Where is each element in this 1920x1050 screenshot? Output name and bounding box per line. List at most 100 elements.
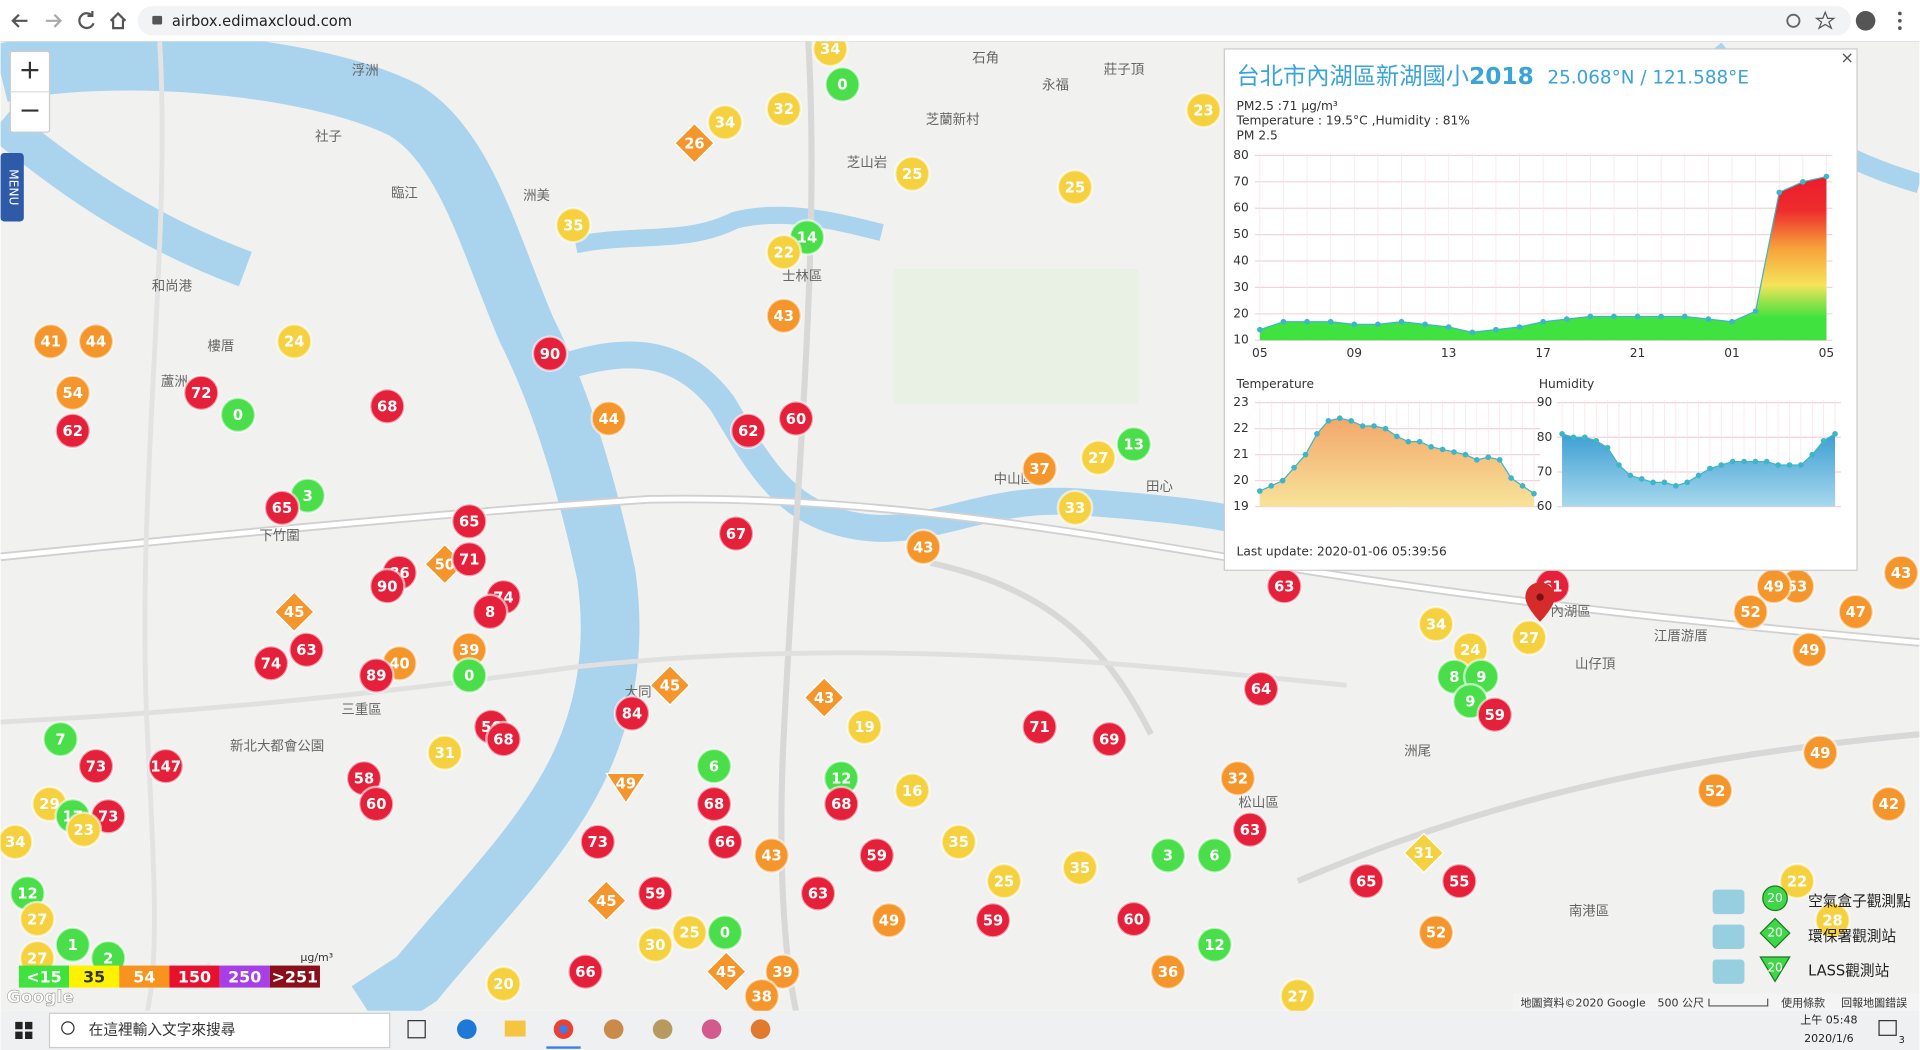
station-marker[interactable]: 52 [1417, 914, 1455, 951]
app-icon[interactable] [701, 1019, 722, 1039]
station-marker[interactable]: 27 [1079, 439, 1117, 477]
station-marker[interactable]: 32 [765, 90, 803, 128]
station-marker[interactable]: 45 [585, 880, 627, 922]
station-marker[interactable]: 49 [870, 901, 908, 939]
app-icon[interactable] [652, 1019, 673, 1039]
station-marker[interactable]: 27 [18, 900, 56, 938]
station-marker[interactable]: 19 [846, 708, 883, 746]
station-marker[interactable]: 25 [671, 914, 708, 951]
station-marker[interactable]: 26 [673, 122, 715, 164]
profile-icon[interactable] [1855, 11, 1876, 31]
station-marker[interactable]: 47 [1837, 593, 1875, 631]
station-marker[interactable]: 44 [77, 323, 115, 360]
bookmark-star[interactable] [1814, 10, 1836, 30]
station-marker[interactable]: 34 [706, 104, 744, 141]
station-marker[interactable]: 25 [985, 862, 1023, 900]
station-marker[interactable]: 31 [1403, 832, 1445, 874]
station-marker[interactable]: 63 [288, 631, 325, 669]
station-marker[interactable]: 59 [858, 837, 896, 874]
station-marker[interactable]: 68 [822, 785, 860, 823]
station-marker[interactable]: 6 [695, 747, 733, 785]
station-marker[interactable]: 89 [357, 657, 395, 694]
station-marker[interactable]: 34 [811, 32, 849, 68]
station-marker[interactable]: 68 [368, 387, 406, 425]
station-marker[interactable]: 43 [803, 677, 845, 718]
station-marker[interactable]: 90 [368, 567, 406, 605]
station-marker[interactable]: 65 [263, 489, 301, 527]
menu-dots[interactable] [1898, 11, 1902, 16]
edge-icon[interactable] [457, 1019, 477, 1039]
station-marker[interactable]: 63 [799, 875, 837, 912]
station-marker[interactable]: 20 [485, 965, 522, 1003]
station-marker[interactable]: 0 [219, 396, 257, 434]
station-marker[interactable]: 43 [904, 528, 942, 566]
station-marker[interactable]: 34 [0, 823, 34, 861]
station-marker[interactable]: 28 [1814, 901, 1851, 939]
station-marker[interactable]: 60 [1115, 900, 1153, 938]
station-marker[interactable]: 45 [273, 591, 315, 633]
station-marker[interactable]: 71 [1021, 708, 1058, 746]
station-marker[interactable]: 3 [1149, 837, 1187, 874]
station-marker[interactable]: 35 [1061, 849, 1099, 887]
station-marker[interactable]: 49 [1801, 734, 1839, 771]
station-marker[interactable]: 66 [706, 823, 744, 861]
station-marker[interactable]: 74 [252, 644, 290, 682]
station-marker[interactable]: 33 [1056, 489, 1094, 527]
forward-button[interactable] [45, 13, 63, 28]
station-marker[interactable]: 23 [65, 811, 103, 849]
station-marker[interactable]: 12 [1196, 926, 1233, 964]
station-marker[interactable]: 0 [706, 914, 744, 951]
station-marker[interactable]: 32 [1219, 759, 1257, 797]
station-marker[interactable]: 8 [471, 593, 509, 631]
station-marker[interactable]: 72 [182, 374, 220, 412]
report-link[interactable]: 回報地圖錯誤 [1841, 995, 1907, 1009]
station-marker[interactable]: 68 [695, 785, 733, 823]
start-button[interactable] [15, 1021, 33, 1039]
station-marker[interactable]: 49 [1790, 631, 1828, 669]
station-marker[interactable]: 68 [485, 720, 522, 758]
station-marker[interactable]: 27 [1510, 619, 1548, 656]
station-marker[interactable]: 84 [613, 695, 651, 732]
station-marker[interactable]: 44 [590, 400, 628, 437]
station-marker[interactable]: 24 [275, 323, 313, 360]
station-marker[interactable]: 43 [1882, 554, 1920, 592]
station-marker[interactable]: 13 [1115, 425, 1153, 463]
station-marker[interactable]: 60 [777, 400, 815, 437]
station-marker[interactable]: 34 [1417, 605, 1455, 643]
back-button[interactable] [11, 13, 28, 28]
station-marker[interactable]: 63 [1231, 811, 1269, 849]
station-marker[interactable]: 39 [764, 953, 801, 991]
zoom-icon[interactable] [1786, 13, 1801, 28]
station-marker[interactable]: 35 [554, 206, 592, 244]
station-marker[interactable]: 35 [940, 823, 978, 861]
station-marker[interactable]: 42 [1870, 785, 1908, 823]
station-marker[interactable]: 59 [974, 901, 1012, 939]
station-marker[interactable]: 73 [77, 747, 115, 785]
station-marker[interactable]: 49 [1755, 567, 1793, 605]
popup-close[interactable]: × [1841, 48, 1854, 67]
station-marker[interactable]: 90 [531, 335, 569, 373]
station-marker[interactable]: 147 [147, 747, 185, 785]
station-marker[interactable]: 59 [636, 875, 674, 912]
station-marker[interactable]: 69 [1090, 720, 1128, 758]
station-marker[interactable]: 66 [567, 953, 604, 991]
station-marker[interactable]: 1 [54, 926, 92, 964]
station-marker[interactable]: 62 [729, 412, 767, 450]
station-marker[interactable]: 16 [893, 772, 931, 809]
station-marker[interactable]: 27 [1279, 977, 1317, 1013]
station-marker[interactable]: 22 [765, 233, 803, 271]
station-marker[interactable]: 36 [1149, 953, 1187, 991]
reload-button[interactable] [78, 11, 95, 30]
station-marker[interactable]: 31 [426, 734, 464, 771]
station-marker[interactable]: 52 [1732, 593, 1769, 631]
station-marker[interactable]: 60 [357, 785, 395, 823]
station-marker[interactable]: 0 [824, 66, 861, 103]
task-view[interactable] [407, 1020, 426, 1039]
station-marker[interactable]: 52 [1696, 772, 1734, 809]
notification-icon[interactable] [1878, 1020, 1897, 1036]
station-marker[interactable]: 22 [1778, 862, 1816, 900]
station-marker[interactable]: 67 [717, 515, 755, 552]
app-icon[interactable] [603, 1019, 624, 1039]
selected-pin[interactable] [1525, 582, 1555, 622]
station-marker[interactable]: 59 [1476, 696, 1514, 734]
